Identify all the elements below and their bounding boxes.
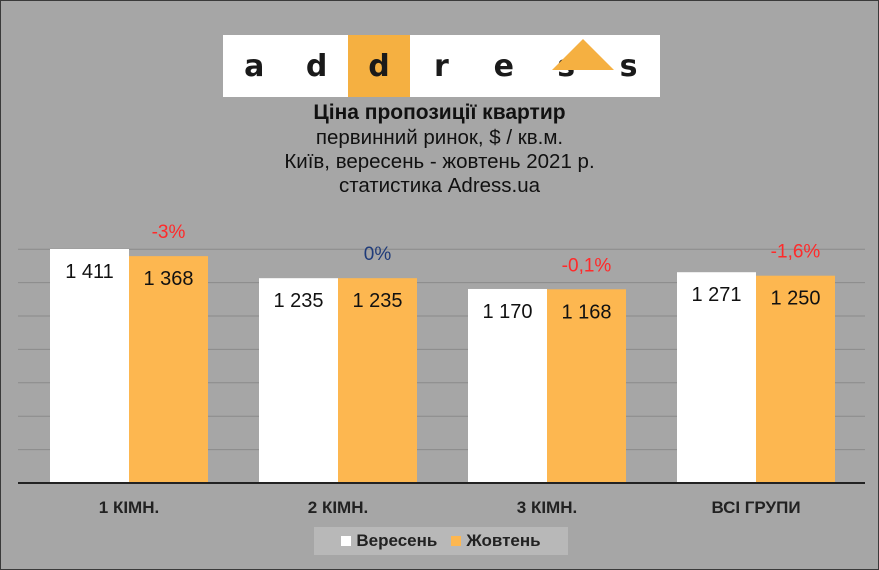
change-label: 0% <box>364 244 392 265</box>
logo-letter: d <box>285 35 348 97</box>
bar <box>756 275 835 483</box>
logo-letter: a <box>223 35 286 97</box>
bar <box>129 256 208 483</box>
category-label: ВСІ ГРУПИ <box>711 498 800 517</box>
bar-value-label: 1 271 <box>691 284 741 306</box>
change-label: -0,1% <box>562 255 612 276</box>
category-label: 2 КІМН. <box>308 498 368 517</box>
chart-legend: Вересень Жовтень <box>314 527 568 555</box>
category-label: 3 КІМН. <box>517 498 577 517</box>
logo-letter: r <box>410 35 473 97</box>
bar-value-label: 1 235 <box>352 290 402 312</box>
logo-letter: d <box>347 35 411 97</box>
legend-label-october: Жовтень <box>466 531 541 550</box>
chart-titles: Ціна пропозиції квартир первинний ринок,… <box>0 100 879 198</box>
bar <box>677 272 756 483</box>
logo-arrow-icon <box>552 39 614 70</box>
bar-value-label: 1 250 <box>770 288 820 310</box>
bar <box>338 278 417 483</box>
chart-subtitle-period: Київ, вересень - жовтень 2021 р. <box>284 150 595 173</box>
bar-value-label: 1 235 <box>273 290 323 312</box>
bar-value-label: 1 368 <box>143 268 193 290</box>
change-label: -1,6% <box>771 242 821 263</box>
legend-swatch-october <box>451 536 462 546</box>
chart-title: Ціна пропозиції квартир <box>313 101 566 124</box>
bar <box>50 249 129 483</box>
legend-item-september: Вересень <box>341 531 437 551</box>
chart-subtitle-market: первинний ринок, $ / кв.м. <box>315 126 564 149</box>
legend-swatch-september <box>341 536 352 546</box>
bar-value-label: 1 168 <box>561 301 611 323</box>
bar-value-label: 1 170 <box>482 301 532 323</box>
bar <box>547 289 626 483</box>
bar-value-label: 1 411 <box>65 261 114 283</box>
change-label: -3% <box>152 222 186 243</box>
bar <box>259 278 338 483</box>
logo-letter: e <box>472 35 535 97</box>
category-label: 1 КІМН. <box>99 498 159 517</box>
chart-subtitle-source: статистика Adress.ua <box>338 174 541 197</box>
legend-item-october: Жовтень <box>451 531 541 551</box>
bar <box>468 288 547 483</box>
legend-label-september: Вересень <box>356 531 438 550</box>
